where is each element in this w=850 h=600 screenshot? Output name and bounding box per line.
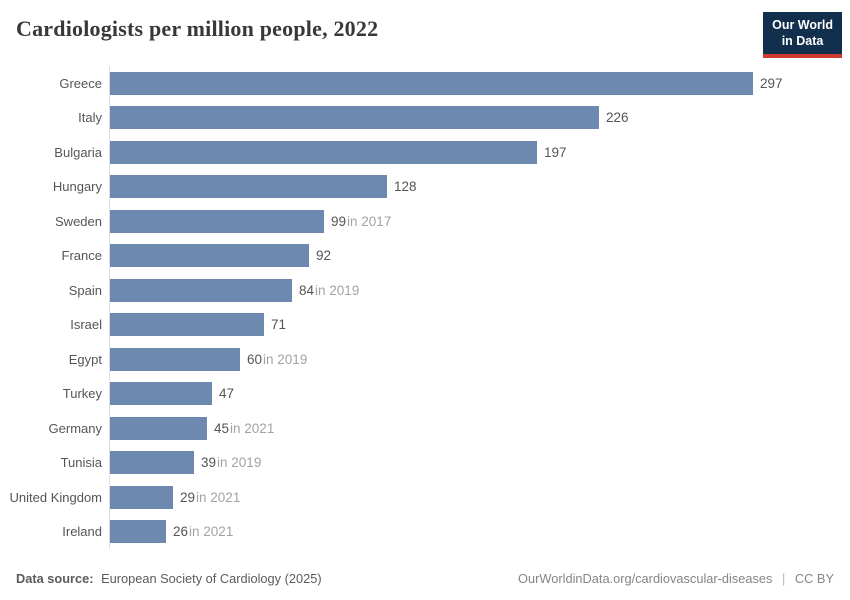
bar-row-hungary: Hungary 128 [0, 169, 850, 204]
bar-turkey[interactable] [110, 382, 212, 406]
plot-area: 197 [109, 135, 850, 170]
year-note: in 2021 [230, 420, 275, 436]
bar-chart: Greece 297 Italy 226 Bulgaria 197 Hungary 128 Sw… [0, 66, 850, 549]
country-label: Egypt [68, 351, 102, 367]
value-label: 99in 2017 [331, 213, 392, 229]
bar-italy[interactable] [110, 106, 599, 130]
bar-row-united-kingdom: United Kingdom 29in 2021 [0, 480, 850, 515]
value-label: 128 [394, 179, 417, 195]
value-label: 197 [544, 144, 567, 160]
value-label: 26in 2021 [173, 524, 234, 540]
value-label: 92 [316, 248, 332, 264]
value-label: 226 [606, 110, 629, 126]
chart-footer: Data source: European Society of Cardiol… [16, 571, 834, 586]
country-label: Italy [78, 110, 102, 126]
bar-row-ireland: Ireland 26in 2021 [0, 514, 850, 549]
bar-row-tunisia: Tunisia 39in 2019 [0, 445, 850, 480]
country-label: Sweden [55, 213, 102, 229]
attribution: OurWorldinData.org/cardiovascular-diseas… [518, 571, 834, 586]
country-label: Tunisia [60, 455, 102, 471]
plot-area: 39in 2019 [109, 445, 850, 480]
plot-area: 26in 2021 [109, 514, 850, 549]
bar-hungary[interactable] [110, 175, 387, 199]
data-source-label: Data source: [16, 571, 94, 586]
data-source: Data source: European Society of Cardiol… [16, 571, 322, 586]
bar-spain[interactable] [110, 278, 292, 302]
year-note: in 2021 [189, 524, 234, 540]
year-note: in 2019 [263, 351, 308, 367]
bar-row-israel: Israel 71 [0, 307, 850, 342]
bar-row-spain: Spain 84in 2019 [0, 273, 850, 308]
plot-area: 60in 2019 [109, 342, 850, 377]
attribution-separator: | [782, 571, 786, 586]
owid-logo-line1: Our World [772, 18, 833, 32]
chart-title: Cardiologists per million people, 2022 [16, 16, 379, 41]
bar-row-bulgaria: Bulgaria 197 [0, 135, 850, 170]
plot-area: 47 [109, 376, 850, 411]
bar-row-greece: Greece 297 [0, 66, 850, 101]
bar-ireland[interactable] [110, 520, 166, 544]
year-note: in 2021 [196, 489, 241, 505]
chart-header: Cardiologists per million people, 2022 O… [0, 0, 850, 62]
value-label: 60in 2019 [247, 351, 308, 367]
value-label: 71 [271, 317, 287, 333]
value-label: 29in 2021 [180, 489, 241, 505]
bar-united-kingdom[interactable] [110, 485, 173, 509]
bar-row-egypt: Egypt 60in 2019 [0, 342, 850, 377]
bar-row-sweden: Sweden 99in 2017 [0, 204, 850, 239]
bar-egypt[interactable] [110, 347, 240, 371]
bar-row-italy: Italy 226 [0, 100, 850, 135]
plot-area: 99in 2017 [109, 204, 850, 239]
country-label: Turkey [62, 386, 102, 402]
plot-area: 29in 2021 [109, 480, 850, 515]
bar-bulgaria[interactable] [110, 140, 537, 164]
plot-area: 128 [109, 169, 850, 204]
plot-area: 92 [109, 238, 850, 273]
year-note: in 2017 [347, 213, 392, 229]
country-label: Bulgaria [54, 144, 102, 160]
year-note: in 2019 [217, 455, 262, 471]
value-label: 45in 2021 [214, 420, 275, 436]
bar-row-france: France 92 [0, 238, 850, 273]
bar-greece[interactable] [110, 71, 753, 95]
country-label: Hungary [52, 179, 102, 195]
license-label: CC BY [794, 571, 834, 586]
owid-logo-line2: in Data [781, 34, 824, 49]
bar-france[interactable] [110, 244, 309, 268]
country-label: Greece [59, 75, 102, 91]
bar-germany[interactable] [110, 416, 207, 440]
plot-area: 45in 2021 [109, 411, 850, 446]
bar-sweden[interactable] [110, 209, 324, 233]
plot-area: 226 [109, 100, 850, 135]
bar-tunisia[interactable] [110, 451, 194, 475]
plot-area: 84in 2019 [109, 273, 850, 308]
country-label: United Kingdom [9, 489, 103, 505]
owid-logo[interactable]: Our World in Data [763, 12, 842, 58]
bar-row-turkey: Turkey 47 [0, 376, 850, 411]
value-label: 297 [760, 75, 783, 91]
country-label: Germany [48, 420, 102, 436]
bar-row-germany: Germany 45in 2021 [0, 411, 850, 446]
plot-area: 71 [109, 307, 850, 342]
value-label: 47 [219, 386, 235, 402]
year-note: in 2019 [315, 282, 360, 298]
country-label: France [61, 248, 102, 264]
value-label: 39in 2019 [201, 455, 262, 471]
country-label: Ireland [62, 524, 102, 540]
owid-url-link[interactable]: OurWorldinData.org/cardiovascular-diseas… [518, 571, 773, 586]
country-label: Spain [68, 282, 102, 298]
country-label: Israel [70, 317, 102, 333]
data-source-text: European Society of Cardiology (2025) [101, 571, 322, 586]
plot-area: 297 [109, 66, 850, 101]
bar-israel[interactable] [110, 313, 264, 337]
value-label: 84in 2019 [299, 282, 360, 298]
